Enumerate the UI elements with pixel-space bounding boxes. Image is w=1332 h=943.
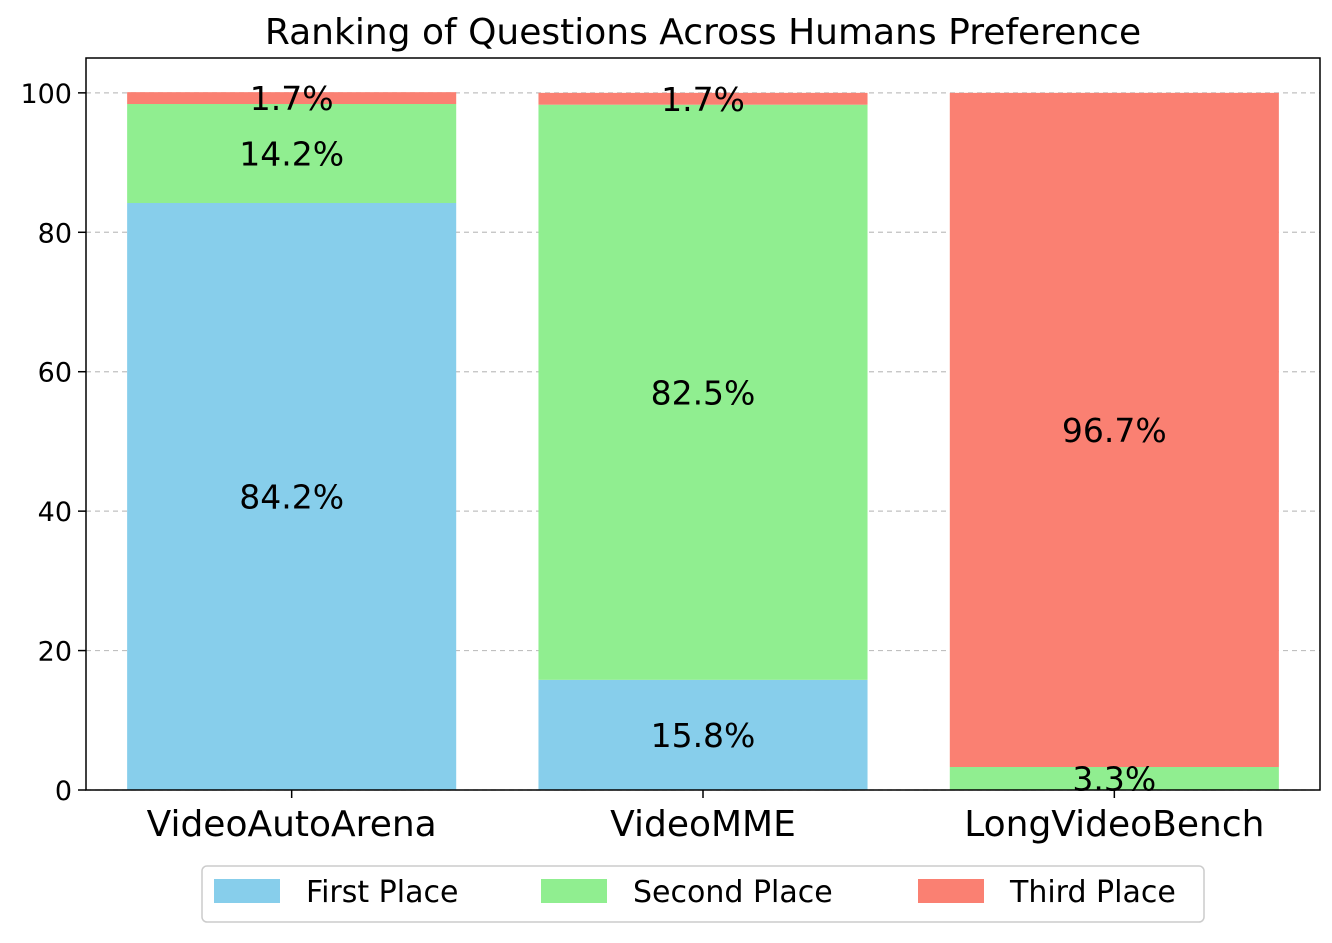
bar-value-label: 84.2% — [239, 478, 344, 517]
bar-segment — [949, 766, 1279, 790]
y-tick-label: 60 — [38, 358, 72, 389]
legend-label: Third Place — [1009, 875, 1176, 910]
bar-segment — [127, 104, 457, 204]
bar-value-label: 14.2% — [239, 135, 344, 174]
y-tick-label: 0 — [55, 776, 72, 807]
bar-segment — [127, 203, 457, 790]
chart-title: Ranking of Questions Across Humans Prefe… — [265, 12, 1141, 53]
legend-swatch — [541, 879, 607, 903]
bar-value-label: 1.7% — [250, 79, 334, 118]
bar-segment — [538, 92, 868, 105]
x-axis: VideoAutoArena VideoMME LongVideoBench — [147, 790, 1264, 845]
y-tick-label: 40 — [38, 497, 72, 528]
x-tick-label: VideoAutoArena — [147, 804, 437, 845]
legend-label: Second Place — [633, 875, 833, 910]
bar-segment — [127, 92, 457, 105]
legend: First Place Second Place Third Place — [201, 865, 1205, 923]
legend-swatch — [918, 879, 984, 903]
bar-segment — [538, 104, 868, 680]
legend-swatch — [214, 879, 280, 903]
bar-value-label: 82.5% — [651, 373, 756, 412]
bar-segment — [538, 679, 868, 790]
bar-value-label: 15.8% — [651, 716, 756, 755]
y-axis: 0 20 40 60 80 100 — [20, 79, 86, 807]
y-tick-label: 100 — [20, 79, 72, 110]
bar-value-labels: 84.2%14.2%1.7%15.8%82.5%1.7%3.3%96.7% — [239, 79, 1167, 798]
y-tick-label: 20 — [38, 637, 72, 668]
x-tick-label: LongVideoBench — [964, 804, 1264, 845]
bars — [127, 92, 1279, 790]
bar-segment — [949, 92, 1279, 767]
x-tick-label: VideoMME — [610, 804, 796, 845]
bar-value-label: 96.7% — [1062, 411, 1167, 450]
y-tick-label: 80 — [38, 218, 72, 249]
bar-value-label: 1.7% — [661, 80, 745, 119]
legend-label: First Place — [306, 875, 458, 910]
